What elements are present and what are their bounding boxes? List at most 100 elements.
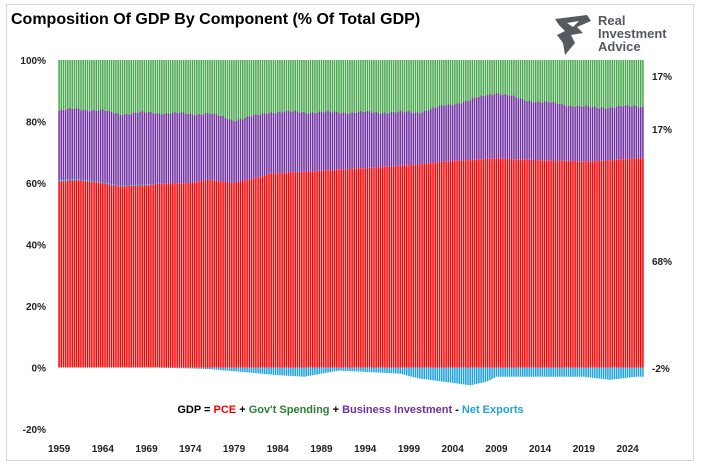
quarter-bar [502,60,504,377]
quarter-bar [550,60,552,377]
net-exports-bar [456,367,458,384]
gov-bar [180,60,183,113]
pce-bar [137,184,139,368]
net-exports-bar [314,367,316,375]
pce-bar [338,169,340,368]
biz-bar [410,112,412,166]
net-exports-bar [141,184,143,186]
gov-bar [255,60,257,115]
quarter-bar [583,60,585,377]
biz-bar [169,113,172,184]
net-exports-bar [545,367,548,377]
pce-bar [364,168,366,368]
biz-bar [252,114,255,179]
quarter-bar [187,60,189,369]
quarter-bar [578,60,581,377]
net-exports-bar [460,367,463,385]
gov-bar [556,60,559,105]
quarter-bar [62,60,65,368]
net-exports-bar [276,367,279,376]
biz-bar [355,112,358,169]
biz-bar [121,115,124,186]
gov-bar [340,60,342,114]
quarter-bar [495,60,498,377]
pce-bar [633,158,635,368]
pce-bar [158,183,161,368]
net-exports-bar [191,367,194,369]
pce-bar [62,181,65,368]
x-tick-label: 1989 [310,444,333,455]
gov-bar [213,60,216,114]
net-exports-bar [530,367,533,377]
gov-bar [554,60,557,103]
quarter-bar [248,60,251,373]
biz-bar [88,111,91,182]
gov-bar [257,60,259,115]
pce-bar [333,169,336,368]
net-exports-bar [539,367,541,377]
biz-bar [491,94,493,159]
biz-bar [425,110,428,164]
net-exports-bar [73,178,76,181]
quarter-bar [211,60,213,370]
y-tick-label: 0% [32,364,47,375]
gov-bar [311,60,314,113]
quarter-bar [556,60,559,377]
net-exports-bar [340,367,342,371]
biz-bar [117,113,119,186]
net-exports-bar [589,367,592,378]
gov-bar [545,60,548,102]
pce-bar [594,161,596,368]
net-exports-bar [421,367,423,379]
gov-bar [456,60,458,104]
net-exports-bar [364,367,366,372]
biz-bar [222,115,224,182]
gov-bar [64,60,67,110]
biz-bar [182,112,185,184]
pce-bar [231,182,233,368]
net-exports-bar [416,367,419,379]
gov-bar [126,60,128,114]
pce-bar [91,181,93,368]
biz-bar [60,109,63,182]
pce-bar [469,159,471,368]
net-exports-bar [292,367,294,377]
net-exports-bar [454,367,456,384]
net-exports-bar [115,184,117,186]
net-exports-bar [117,185,119,187]
gov-bar [611,60,614,108]
net-exports-bar [572,367,574,377]
net-exports-bar [106,183,108,184]
net-exports-bar [108,183,111,185]
pce-bar [163,183,165,368]
net-exports-bar [360,367,362,372]
net-exports-bar [532,367,535,377]
biz-bar [559,104,561,161]
biz-bar [639,107,642,159]
biz-bar [432,107,434,163]
gov-bar [430,60,432,109]
net-exports-bar [346,367,349,372]
gov-bar [303,60,305,112]
net-exports-bar [517,367,520,377]
net-exports-bar [388,367,391,374]
pce-bar [482,159,485,368]
gov-bar [239,60,242,120]
net-exports-bar [451,367,454,383]
quarter-bar [480,60,482,383]
quarter-bar [423,60,426,380]
gov-bar [235,60,237,121]
pce-bar [60,181,63,368]
net-exports-bar [336,367,338,371]
gov-bar [537,60,539,102]
formula-minus: - [452,404,462,416]
biz-bar [565,106,568,161]
pce-bar [327,170,329,368]
pce-bar [360,168,362,368]
biz-bar [97,110,100,183]
pce-bar [355,168,358,368]
gov-bar [615,60,618,107]
quarter-bar [250,60,253,373]
biz-bar [266,113,268,175]
quarter-bar [572,60,574,377]
